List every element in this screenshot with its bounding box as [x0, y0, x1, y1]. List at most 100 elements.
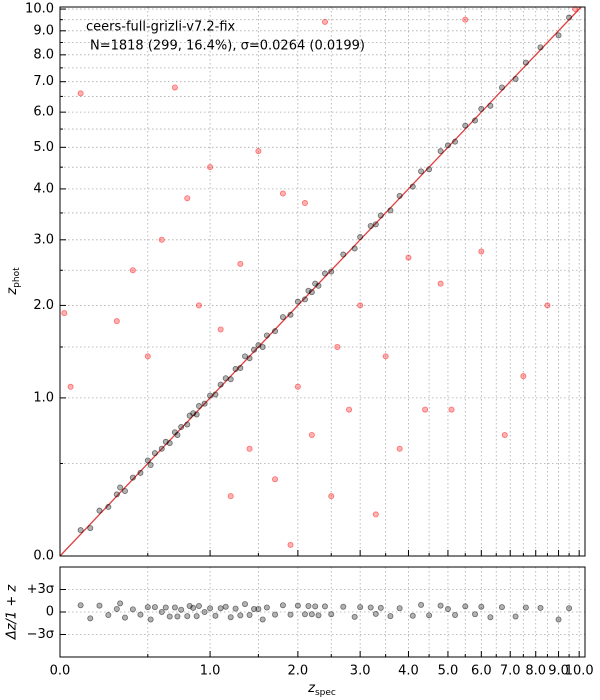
point	[263, 332, 270, 339]
point	[195, 403, 202, 410]
y-tick-label: +3σ	[27, 582, 54, 597]
point	[147, 462, 154, 469]
point	[96, 602, 103, 609]
point	[144, 353, 151, 360]
point	[357, 233, 364, 240]
point	[251, 346, 258, 353]
point	[129, 474, 136, 481]
point	[346, 406, 353, 413]
point	[279, 602, 286, 609]
point	[96, 507, 103, 514]
point	[382, 353, 389, 360]
point	[113, 491, 120, 498]
point	[184, 613, 191, 620]
point	[287, 311, 294, 318]
point	[151, 604, 158, 611]
point	[387, 207, 394, 214]
point	[207, 605, 214, 612]
x-tick-label: 9.0	[548, 664, 569, 679]
point	[462, 603, 469, 610]
point	[308, 611, 315, 618]
point	[377, 604, 384, 611]
point	[227, 376, 234, 383]
residual-frame	[59, 566, 586, 658]
x-tick-label: 0.0	[50, 664, 71, 679]
point	[144, 604, 151, 611]
point	[259, 616, 266, 623]
point	[418, 168, 425, 175]
point	[308, 431, 315, 438]
x-tick-label: 1.0	[200, 664, 221, 679]
point	[340, 251, 347, 258]
y-label-sub: phot	[12, 267, 22, 288]
point	[77, 90, 84, 97]
point	[237, 612, 244, 619]
point	[272, 476, 279, 483]
point	[246, 445, 253, 452]
point	[174, 613, 181, 620]
point	[478, 105, 485, 112]
x-axis-label: zspec	[307, 681, 336, 698]
point	[201, 609, 208, 616]
point	[166, 440, 173, 447]
point	[279, 314, 286, 321]
y-tick-label: 5.0	[33, 140, 54, 155]
point	[246, 612, 253, 619]
point	[512, 75, 519, 82]
point	[294, 383, 301, 390]
point	[544, 302, 551, 309]
point	[312, 603, 319, 610]
point	[158, 609, 165, 616]
point	[340, 603, 347, 610]
point	[144, 457, 151, 464]
point	[171, 604, 178, 611]
x-label-sub: spec	[315, 688, 336, 698]
point	[437, 280, 444, 287]
point	[405, 254, 412, 261]
point	[328, 493, 335, 500]
annotation: N=1818 (299, 16.4%), σ=0.0264 (0.0199)	[90, 39, 365, 54]
point	[87, 615, 94, 622]
point	[418, 601, 425, 608]
point	[478, 603, 485, 610]
point	[212, 391, 219, 398]
x-tick-label: 4.0	[398, 664, 419, 679]
point	[227, 614, 234, 621]
point	[522, 59, 529, 66]
point	[512, 613, 519, 620]
point	[113, 606, 120, 613]
y-tick-label: 4.0	[33, 181, 54, 196]
x-tick-label: 7.0	[500, 664, 521, 679]
point	[178, 606, 185, 613]
point	[287, 611, 294, 618]
point	[537, 44, 544, 51]
point	[251, 606, 258, 613]
y-label-base: z	[5, 287, 20, 296]
point	[448, 406, 455, 413]
y-tick-label: 7.0	[33, 74, 54, 89]
y-axis-label: zphot	[5, 267, 22, 296]
point	[287, 541, 294, 548]
point	[193, 411, 200, 418]
point	[232, 366, 239, 373]
point	[195, 603, 202, 610]
x-tick-label: 5.0	[438, 664, 459, 679]
point	[121, 487, 128, 494]
y-tick-label: 2.0	[33, 298, 54, 313]
point	[255, 148, 262, 155]
main-frame	[59, 6, 586, 557]
point	[387, 613, 394, 620]
point	[372, 610, 379, 617]
x-tick-label: 6.0	[471, 664, 492, 679]
point	[217, 326, 224, 333]
point	[237, 260, 244, 267]
point	[537, 604, 544, 611]
point	[312, 280, 319, 287]
point	[105, 503, 112, 510]
point	[190, 410, 197, 417]
point	[367, 604, 374, 611]
y-tick-label: 10.0	[25, 2, 54, 17]
point	[498, 604, 505, 611]
point	[444, 606, 451, 613]
